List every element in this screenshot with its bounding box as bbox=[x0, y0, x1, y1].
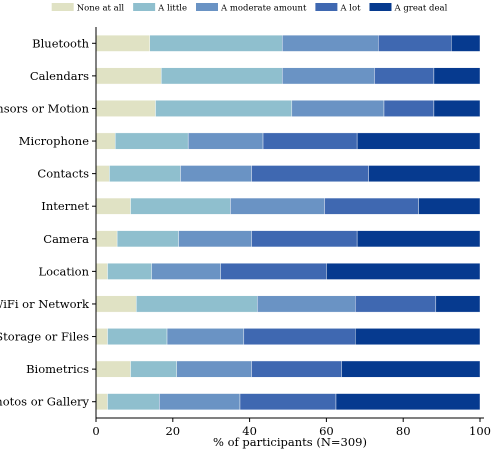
bar-segment bbox=[176, 360, 252, 378]
legend-swatch bbox=[133, 3, 156, 11]
y-tick-label: Internet bbox=[41, 199, 89, 213]
bar-segment bbox=[251, 165, 369, 182]
legend-label: None at all bbox=[77, 4, 125, 14]
bar-segment bbox=[107, 328, 168, 345]
legend-label: A lot bbox=[339, 4, 361, 14]
bar-segment bbox=[335, 393, 481, 411]
x-tick-label: 60 bbox=[319, 424, 334, 438]
legend-swatch bbox=[369, 3, 392, 11]
bar-segment bbox=[180, 165, 252, 182]
y-tick-label: WiFi or Network bbox=[0, 297, 90, 311]
bar-segment bbox=[451, 34, 481, 52]
bar-segment bbox=[435, 295, 481, 313]
bar-segment bbox=[230, 197, 325, 215]
bar-segment bbox=[326, 263, 481, 280]
bar-segment bbox=[95, 360, 131, 378]
bar-segment bbox=[239, 393, 337, 411]
bar-segment bbox=[114, 132, 189, 150]
legend-label: A little bbox=[157, 4, 187, 14]
y-tick-label: Location bbox=[39, 264, 90, 278]
bar-segment bbox=[95, 67, 162, 85]
bar-segment bbox=[136, 295, 258, 313]
bar-segment bbox=[251, 230, 358, 248]
y-tick-label: Microphone bbox=[19, 134, 89, 148]
bar-segment bbox=[178, 230, 252, 248]
bar-segment bbox=[418, 197, 481, 215]
bar-segment bbox=[220, 263, 327, 280]
x-axis-title: % of participants (N=309) bbox=[213, 435, 367, 449]
bar-segment bbox=[355, 328, 481, 345]
x-tick-label: 0 bbox=[92, 424, 99, 438]
bar-segment bbox=[159, 393, 241, 411]
legend-swatch bbox=[51, 3, 74, 11]
x-axis: 0 20 40 60 80 100 bbox=[92, 417, 491, 438]
legend-label: A moderate amount bbox=[220, 4, 307, 14]
bar-segment bbox=[95, 328, 108, 345]
bar-segment bbox=[95, 100, 156, 117]
bar-segment bbox=[95, 263, 108, 280]
y-tick-label: Storage or Files bbox=[0, 330, 89, 344]
bar-segment bbox=[187, 132, 264, 150]
bar-segment bbox=[95, 230, 118, 248]
bar-segment bbox=[356, 230, 481, 248]
bar-segment bbox=[95, 393, 108, 411]
bar-segment bbox=[433, 100, 481, 117]
bar-segment bbox=[374, 67, 435, 85]
bar-segment bbox=[95, 165, 110, 182]
bar-segment bbox=[130, 360, 177, 378]
bar-segment bbox=[166, 328, 245, 345]
bar-segment bbox=[151, 263, 221, 280]
x-tick-label: 80 bbox=[396, 424, 411, 438]
y-tick-label: Sensors or Motion bbox=[0, 101, 90, 115]
y-tick-label: Photos or Gallery bbox=[0, 395, 89, 409]
legend-label: A great deal bbox=[393, 4, 447, 14]
bar-segment bbox=[355, 295, 437, 313]
bar-segment bbox=[383, 100, 435, 117]
x-tick-label: 40 bbox=[242, 424, 257, 438]
legend-swatch bbox=[196, 3, 218, 11]
bar-segment bbox=[324, 197, 419, 215]
bar-segment bbox=[282, 34, 379, 52]
bar-segment bbox=[378, 34, 452, 52]
y-axis: Bluetooth Calendars Sensors or Motion Micro… bbox=[0, 27, 97, 418]
bar-segment bbox=[368, 165, 481, 182]
bar-segment bbox=[282, 67, 375, 85]
bar-segment bbox=[95, 295, 137, 313]
bar-segment bbox=[95, 197, 131, 215]
bar-segment bbox=[161, 67, 283, 85]
bar-segment bbox=[107, 393, 160, 411]
legend-swatch bbox=[315, 3, 338, 11]
bar-segment bbox=[130, 197, 231, 215]
bar-segment bbox=[341, 360, 481, 378]
bar-segment bbox=[109, 165, 181, 182]
bar-segment bbox=[116, 230, 179, 248]
bar-segment bbox=[149, 34, 283, 52]
bar-segment bbox=[257, 295, 356, 313]
legend: None at all A little A moderate amount A lo… bbox=[51, 3, 448, 14]
bar-segment bbox=[243, 328, 356, 345]
y-tick-label: Calendars bbox=[30, 69, 89, 83]
bars bbox=[95, 34, 481, 411]
bar-segment bbox=[433, 67, 481, 85]
x-tick-label: 20 bbox=[165, 424, 180, 438]
bar-segment bbox=[262, 132, 358, 150]
bar-segment bbox=[107, 263, 152, 280]
y-tick-label: Camera bbox=[43, 232, 89, 246]
y-tick-label: Biometrics bbox=[26, 362, 89, 376]
bar-segment bbox=[356, 132, 481, 150]
bar-segment bbox=[95, 34, 150, 52]
y-tick-label: Bluetooth bbox=[32, 36, 89, 50]
x-tick-label: 100 bbox=[469, 424, 491, 438]
bar-segment bbox=[291, 100, 385, 117]
bar-segment bbox=[95, 132, 116, 150]
bar-segment bbox=[155, 100, 293, 117]
y-tick-label: Contacts bbox=[37, 167, 89, 181]
bar-segment bbox=[251, 360, 342, 378]
